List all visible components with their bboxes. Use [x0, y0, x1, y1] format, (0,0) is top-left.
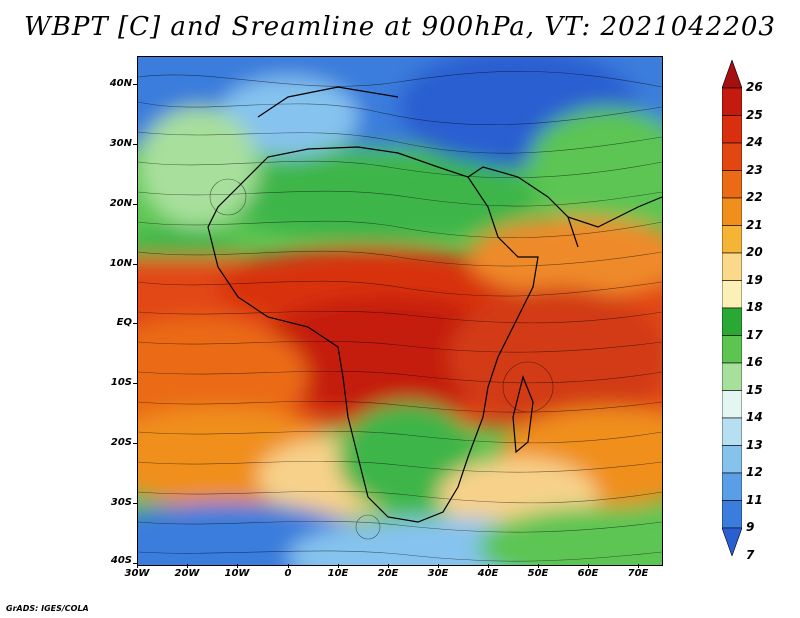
lon-label: 0 — [284, 568, 292, 579]
wbpt-field — [138, 57, 662, 565]
lon-label: 10W — [224, 568, 250, 579]
lat-label: 10N — [109, 258, 132, 269]
map-title: WBPT [C] and Sreamline at 900hPa, VT: 20… — [24, 12, 776, 42]
lat-label: 20N — [109, 198, 132, 209]
grads-credit: GrADS: IGES/COLA — [6, 604, 89, 613]
lat-tick — [133, 503, 137, 504]
colorbar-label: 11 — [746, 493, 763, 507]
colorbar-label: 20 — [746, 245, 763, 259]
lon-label: 20E — [377, 568, 399, 579]
colorbar-label: 9 — [746, 520, 755, 534]
lat-label: 10S — [110, 377, 132, 388]
colorbar-label: 18 — [746, 300, 763, 314]
lon-label: 30E — [427, 568, 449, 579]
colorbar-label: 16 — [746, 355, 763, 369]
lon-label: 70E — [627, 568, 649, 579]
colorbar-label: 21 — [746, 218, 763, 232]
lon-tick — [538, 564, 539, 568]
lat-tick — [133, 144, 137, 145]
lon-tick — [638, 564, 639, 568]
colorbar — [722, 60, 742, 556]
colorbar-label: 26 — [746, 80, 763, 94]
colorbar-cell — [722, 170, 742, 199]
lat-label: 40N — [109, 78, 132, 89]
lon-label: 60E — [577, 568, 599, 579]
lat-tick — [133, 563, 137, 564]
lat-label: 30S — [110, 497, 132, 508]
lon-tick — [388, 564, 389, 568]
colorbar-top-triangle — [722, 60, 742, 89]
colorbar-cell — [722, 115, 742, 144]
lat-tick — [133, 204, 137, 205]
colorbar-cell — [722, 390, 742, 419]
colorbar-label: 15 — [746, 383, 763, 397]
lon-tick — [438, 564, 439, 568]
streamlines — [138, 71, 662, 562]
lon-tick — [237, 564, 238, 568]
colorbar-label: 14 — [746, 410, 763, 424]
colorbar-cell — [722, 472, 742, 501]
colorbar-label: 13 — [746, 438, 763, 452]
colorbar-cell — [722, 417, 742, 446]
lon-tick — [488, 564, 489, 568]
lon-label: 10E — [327, 568, 349, 579]
colorbar-cell — [722, 252, 742, 281]
lat-tick — [133, 264, 137, 265]
colorbar-cell — [722, 142, 742, 171]
colorbar-label: 25 — [746, 108, 763, 122]
colorbar-label: 7 — [746, 548, 755, 562]
lat-tick — [133, 383, 137, 384]
lat-tick — [133, 443, 137, 444]
lon-tick — [338, 564, 339, 568]
colorbar-cell — [722, 225, 742, 254]
lon-label: 30W — [124, 568, 150, 579]
colorbar-label: 17 — [746, 328, 763, 342]
colorbar-label: 12 — [746, 465, 763, 479]
lat-label: EQ — [116, 317, 132, 328]
colorbar-cell — [722, 500, 742, 529]
colorbar-cell — [722, 445, 742, 474]
colorbar-cell — [722, 307, 742, 336]
lon-label: 50E — [527, 568, 549, 579]
lon-label: 40E — [477, 568, 499, 579]
lon-tick — [187, 564, 188, 568]
colorbar-label: 24 — [746, 135, 763, 149]
colorbar-cell — [722, 280, 742, 309]
lon-tick — [288, 564, 289, 568]
map-panel — [137, 56, 663, 566]
lat-label: 40S — [110, 555, 132, 566]
lat-label: 20S — [110, 437, 132, 448]
colorbar-label: 22 — [746, 190, 763, 204]
colorbar-bottom-triangle — [722, 527, 742, 556]
coastlines — [207, 86, 662, 523]
lon-label: 20W — [174, 568, 200, 579]
lon-tick — [137, 564, 138, 568]
colorbar-label: 19 — [746, 273, 763, 287]
colorbar-label: 23 — [746, 163, 763, 177]
colorbar-cell — [722, 335, 742, 364]
lat-label: 30N — [109, 138, 132, 149]
colorbar-cell — [722, 197, 742, 226]
colorbar-cell — [722, 362, 742, 391]
lat-tick — [133, 323, 137, 324]
lat-tick — [133, 84, 137, 85]
lon-tick — [588, 564, 589, 568]
colorbar-cell — [722, 87, 742, 116]
